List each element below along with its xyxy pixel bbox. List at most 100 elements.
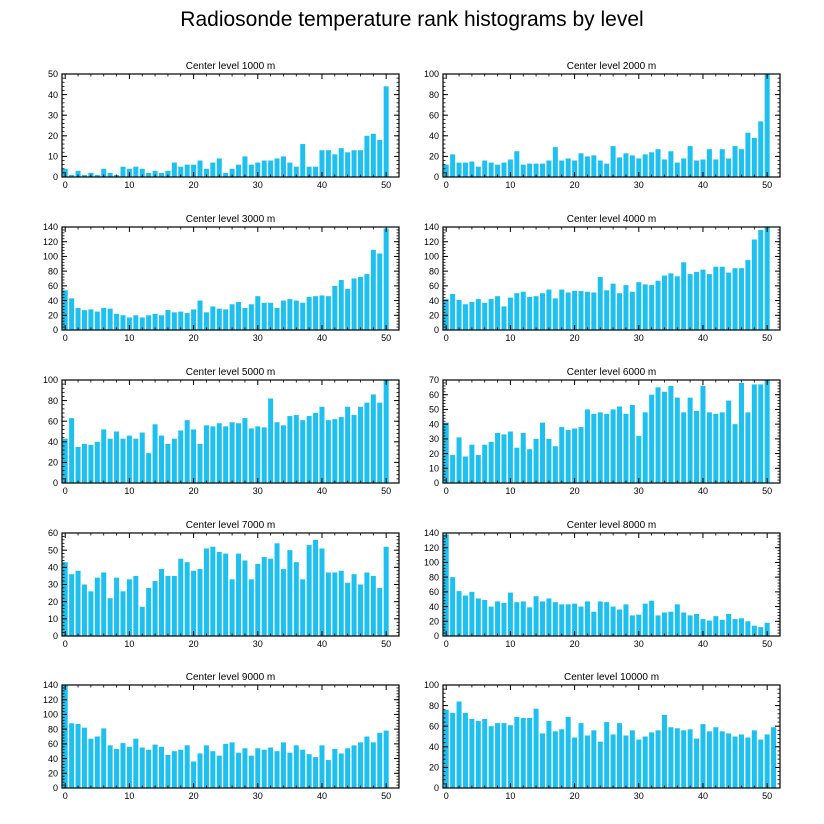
bar <box>764 622 770 636</box>
bar <box>133 438 139 483</box>
bar <box>377 587 383 636</box>
bar <box>107 172 113 177</box>
bar <box>520 601 526 636</box>
bar <box>642 412 648 483</box>
bar <box>687 397 693 483</box>
bar <box>488 162 494 177</box>
bar <box>738 382 744 483</box>
plot-frame <box>442 379 781 484</box>
y-tick-label: 70 <box>429 375 439 385</box>
bar <box>236 752 242 788</box>
y-tick-label: 0 <box>434 631 439 641</box>
bar <box>255 162 261 177</box>
bar <box>527 163 533 177</box>
bar <box>604 290 610 330</box>
bar <box>69 174 75 177</box>
plot-frame <box>61 684 400 789</box>
bar <box>482 718 488 788</box>
bar <box>694 738 700 788</box>
bar <box>345 582 351 636</box>
bar <box>706 731 712 788</box>
bar <box>527 449 533 483</box>
bar <box>584 409 590 483</box>
bar <box>69 298 75 330</box>
bar <box>572 291 578 330</box>
y-tick-label: 80 <box>429 266 439 276</box>
bar <box>280 742 286 788</box>
bar <box>649 152 655 177</box>
bar <box>732 619 738 636</box>
bar <box>319 745 325 788</box>
bar <box>661 159 667 177</box>
y-tick-label: 0 <box>434 783 439 793</box>
bar <box>674 162 680 177</box>
bar <box>572 160 578 177</box>
bar <box>101 168 107 177</box>
chart-panel-5: Center level 5000 m 0 10 20 30 40 50 0 20 40 60 80 1… <box>43 367 400 496</box>
bar <box>668 385 674 483</box>
bar <box>694 160 700 177</box>
bar <box>184 164 190 177</box>
bar <box>178 430 184 483</box>
bar <box>642 603 648 636</box>
chart-title: Center level 6000 m <box>567 367 657 378</box>
bar <box>597 601 603 636</box>
bar <box>642 284 648 330</box>
bar <box>165 754 171 788</box>
bar <box>300 420 306 483</box>
bar <box>268 302 274 330</box>
x-tick-label: 40 <box>317 791 327 801</box>
bar <box>377 402 383 483</box>
bar <box>357 584 363 636</box>
bar <box>62 290 68 330</box>
bar <box>655 615 661 636</box>
bar <box>745 412 751 483</box>
bar <box>383 86 389 177</box>
bar <box>713 616 719 636</box>
bar <box>719 619 725 636</box>
x-tick-label: 30 <box>634 180 644 190</box>
bar <box>572 603 578 636</box>
bar <box>345 406 351 483</box>
bar <box>539 422 545 483</box>
bar <box>732 424 738 483</box>
bar <box>674 276 680 330</box>
bar <box>248 428 254 483</box>
bar <box>332 285 338 330</box>
bar <box>706 412 712 483</box>
bar <box>223 309 229 330</box>
chart-title: Center level 4000 m <box>567 214 657 225</box>
bar <box>597 741 603 788</box>
bar <box>649 732 655 788</box>
chart-panel-4: Center level 4000 m 0 10 20 30 40 50 0 20 40 60 80 1… <box>424 214 781 343</box>
y-tick-label: 40 <box>48 90 58 100</box>
bar <box>443 164 449 177</box>
bar <box>332 572 338 636</box>
bar <box>584 735 590 788</box>
bar <box>623 285 629 330</box>
bar <box>146 172 152 177</box>
bar <box>771 727 777 788</box>
bar <box>158 315 164 330</box>
bar <box>287 550 293 636</box>
bar <box>687 274 693 330</box>
bar <box>565 604 571 636</box>
bar <box>120 315 126 330</box>
x-tick-label: 10 <box>505 333 515 343</box>
bar <box>293 415 299 483</box>
y-tick-label: 20 <box>429 449 439 459</box>
bar <box>216 158 222 177</box>
bar <box>171 162 177 177</box>
bar <box>488 299 494 330</box>
bar <box>184 420 190 483</box>
bar <box>242 418 248 483</box>
bar <box>261 302 267 330</box>
bar <box>546 438 552 483</box>
bar <box>126 746 132 788</box>
x-tick-label: 0 <box>63 486 68 496</box>
y-tick-label: 10 <box>48 614 58 624</box>
x-tick-label: 10 <box>124 486 134 496</box>
bar <box>313 757 319 788</box>
x-tick-label: 30 <box>634 639 644 649</box>
bar <box>700 159 706 177</box>
